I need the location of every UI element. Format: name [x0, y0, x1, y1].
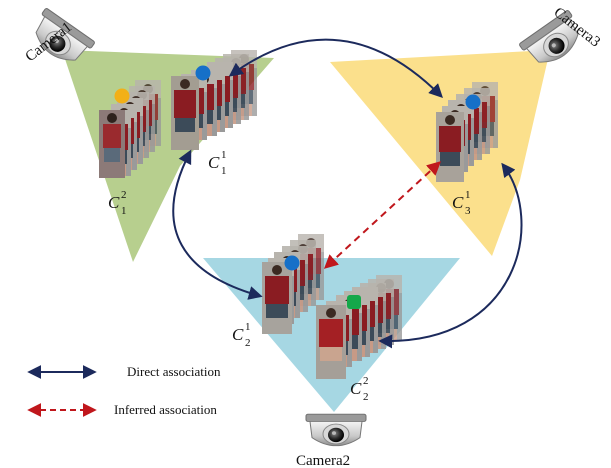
cluster-c1-2-marker — [114, 88, 130, 104]
cluster-c1-1-marker — [195, 65, 211, 81]
legend: Direct association Inferred association — [27, 364, 221, 417]
svg-text:1: 1 — [245, 321, 251, 333]
direct-association-c3-to-c2 — [378, 162, 523, 349]
cluster-label-c1-1: C 1 1 — [208, 149, 227, 177]
svg-text:C: C — [208, 153, 220, 172]
svg-text:2: 2 — [363, 391, 369, 403]
cluster-c2-2-image-stack — [316, 275, 402, 379]
cluster-label-c2-2: C 2 2 — [350, 375, 369, 403]
cluster-c1-1-image-stack — [171, 50, 257, 150]
cluster-label-c3-1: C 1 3 — [452, 189, 471, 217]
svg-text:C: C — [108, 193, 120, 212]
svg-text:1: 1 — [221, 165, 227, 177]
legend-inferred-label: Inferred association — [114, 402, 217, 417]
cluster-c2-2-marker — [347, 295, 361, 309]
cluster-c2-1-image-stack — [262, 234, 324, 334]
camera2-icon — [305, 413, 367, 447]
cluster-c2-1-marker — [284, 255, 300, 271]
svg-text:1: 1 — [121, 205, 127, 217]
direct-association-c1-to-c3 — [228, 38, 443, 98]
direct-association-c1-to-c2 — [172, 149, 263, 300]
legend-direct-label: Direct association — [127, 364, 221, 379]
svg-text:C: C — [350, 379, 362, 398]
cluster-c1-2-image-stack — [99, 80, 161, 178]
svg-text:3: 3 — [465, 205, 471, 217]
svg-text:C: C — [452, 193, 464, 212]
cluster-label-c1-2: C 2 1 — [108, 189, 127, 217]
svg-text:2: 2 — [245, 337, 251, 349]
svg-text:2: 2 — [363, 375, 369, 387]
svg-text:C: C — [232, 325, 244, 344]
svg-text:2: 2 — [121, 189, 127, 201]
svg-text:1: 1 — [221, 149, 227, 161]
cluster-c3-1-marker — [465, 94, 481, 110]
cluster-label-c2-1: C 1 2 — [232, 321, 251, 349]
svg-text:1: 1 — [465, 189, 471, 201]
camera2-label: Camera2 — [296, 453, 350, 468]
inferred-association-c3-to-c2 — [323, 161, 442, 269]
